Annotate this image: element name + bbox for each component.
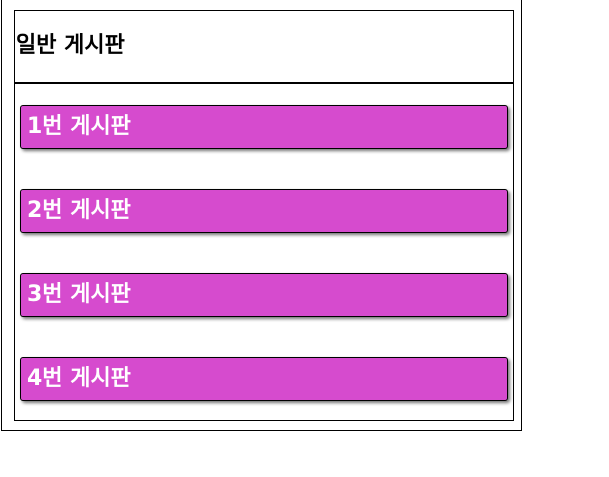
board-button-4[interactable]: 4번 게시판 xyxy=(20,357,508,401)
board-button-label: 3번 게시판 xyxy=(27,282,131,307)
board-button-2[interactable]: 2번 게시판 xyxy=(20,189,508,233)
board-button-label: 2번 게시판 xyxy=(27,198,131,223)
board-button-label: 4번 게시판 xyxy=(27,366,131,391)
board-button-label: 1번 게시판 xyxy=(27,114,131,139)
page-container: 일반 게시판 1번 게시판 2번 게시판 3번 게시판 4번 게시판 xyxy=(1,0,522,431)
board-header: 일반 게시판 xyxy=(15,11,513,84)
board-button-1[interactable]: 1번 게시판 xyxy=(20,105,508,149)
board-panel: 일반 게시판 1번 게시판 2번 게시판 3번 게시판 4번 게시판 xyxy=(14,10,514,421)
board-button-3[interactable]: 3번 게시판 xyxy=(20,273,508,317)
page-title: 일반 게시판 xyxy=(16,33,125,58)
board-list: 1번 게시판 2번 게시판 3번 게시판 4번 게시판 xyxy=(20,105,508,441)
